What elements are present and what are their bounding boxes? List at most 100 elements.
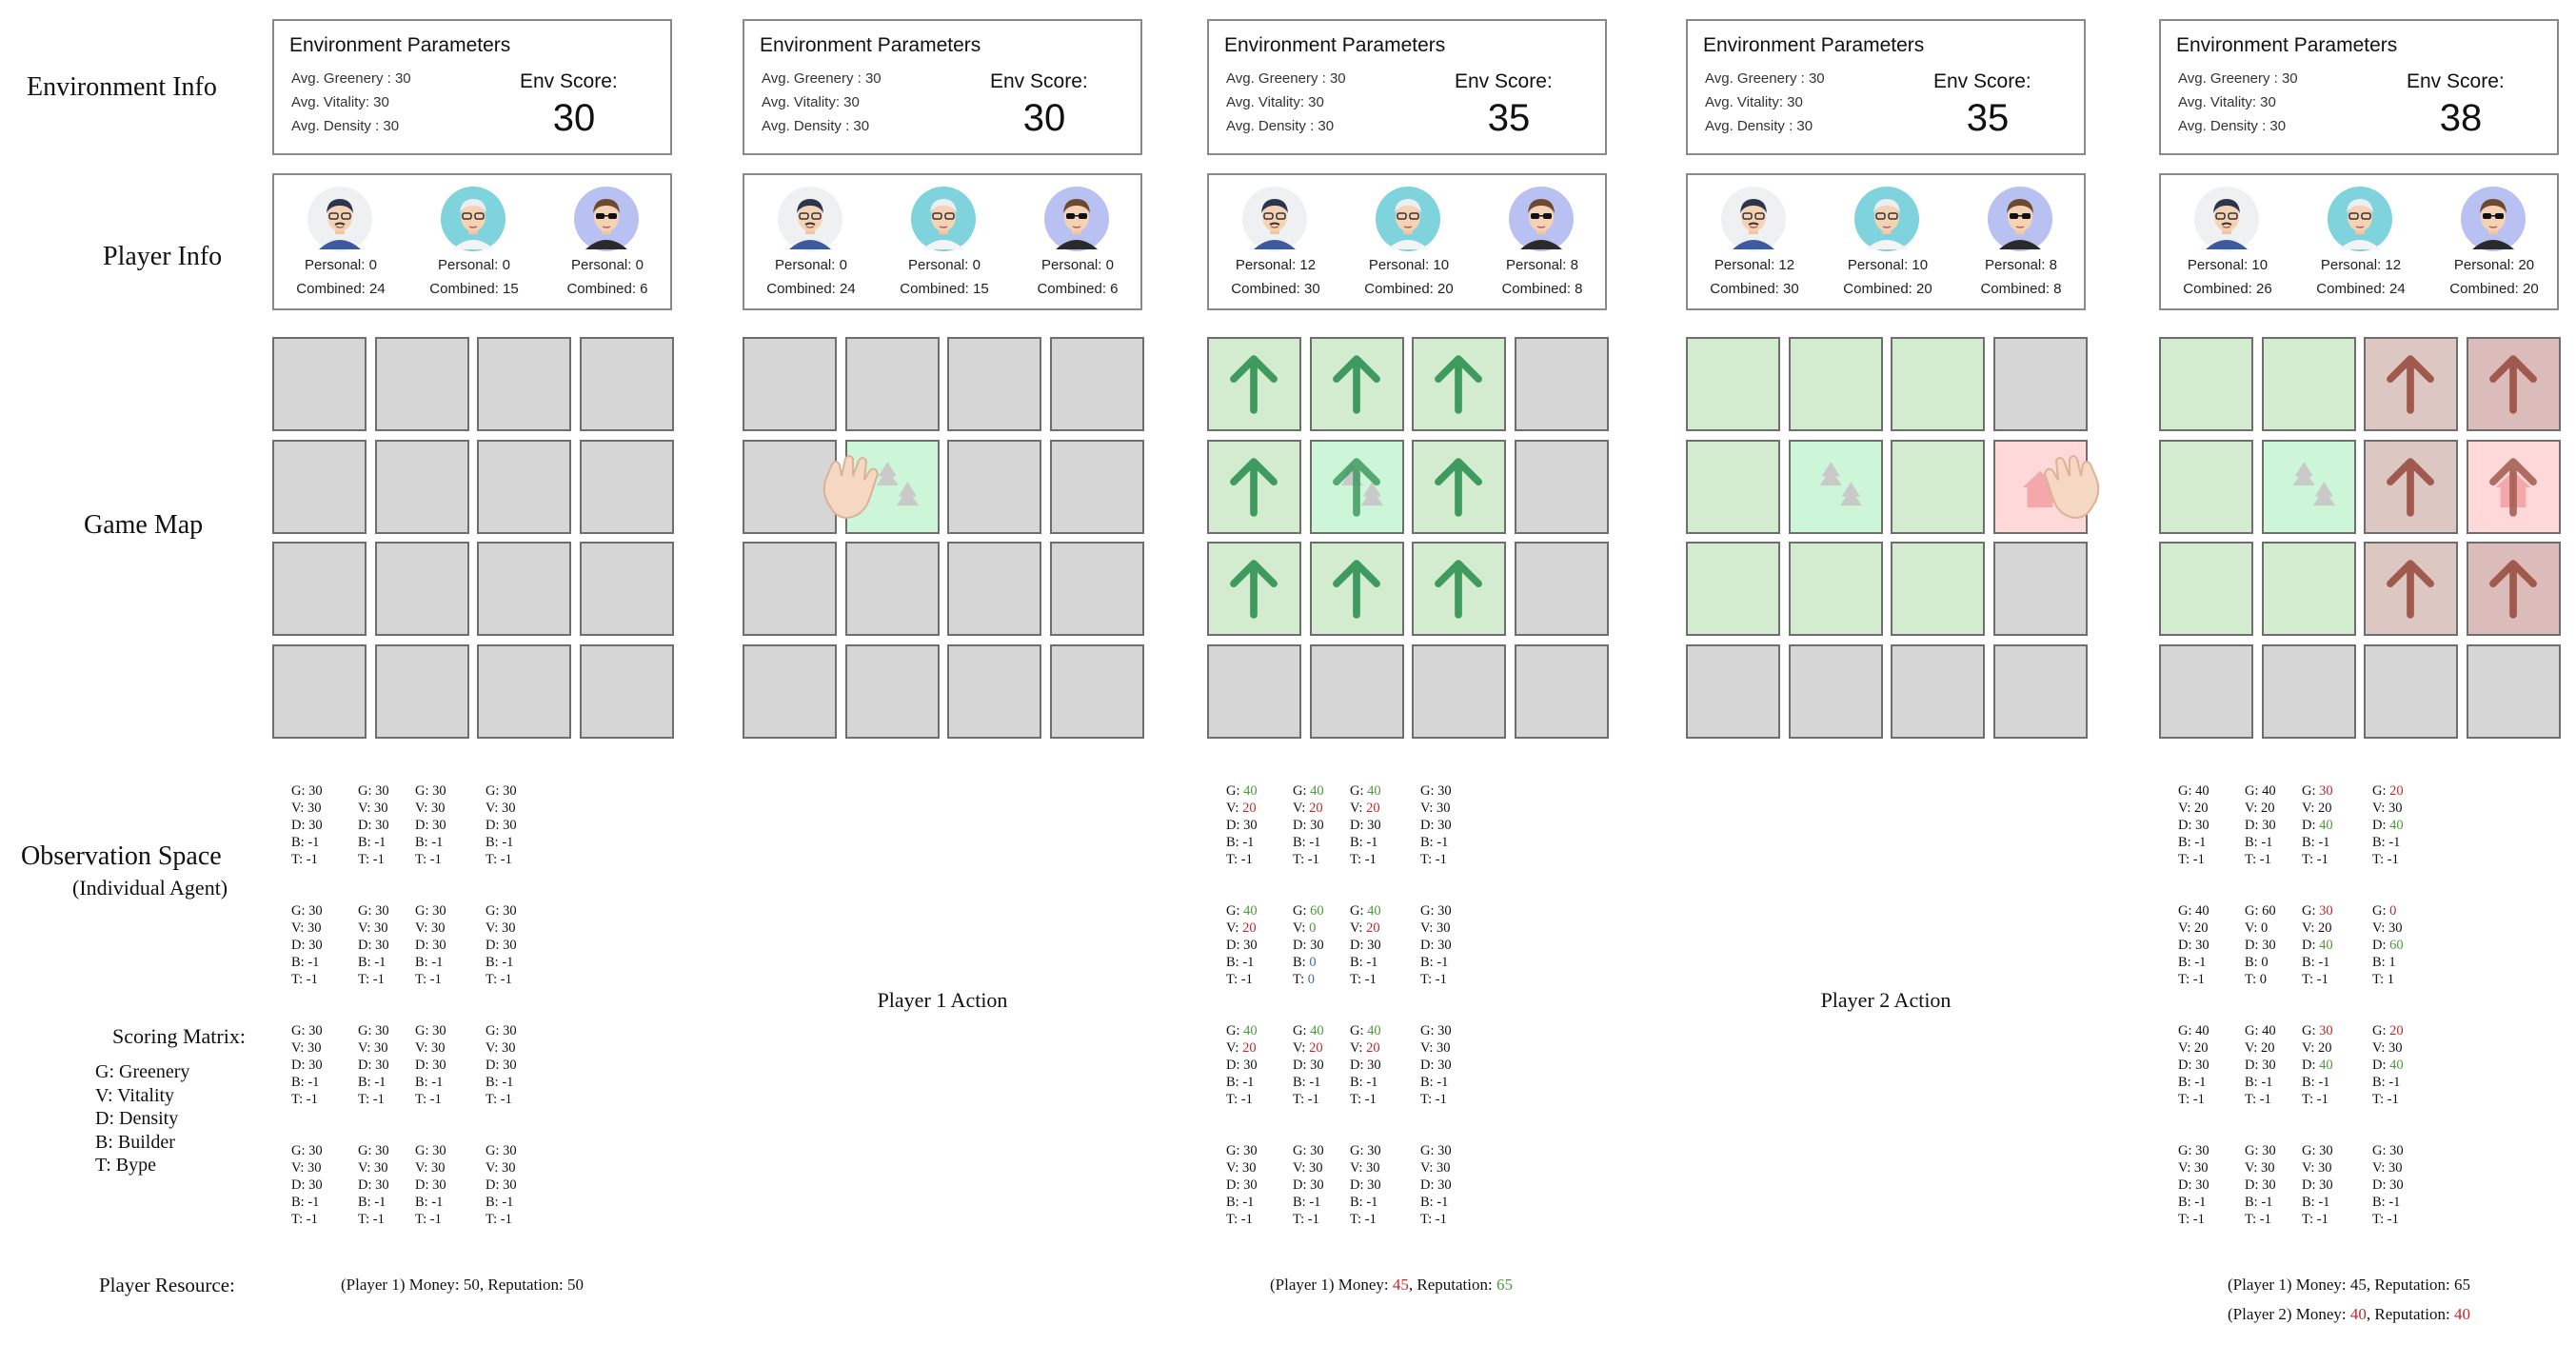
map-cell-grey[interactable] <box>477 337 571 431</box>
map-cell-green[interactable] <box>2261 542 2356 636</box>
map-cell-grey[interactable] <box>844 337 940 431</box>
map-cell-grey[interactable] <box>947 643 1041 739</box>
map-cell-green-up[interactable] <box>1207 439 1301 534</box>
map-cell-grey[interactable] <box>477 439 571 534</box>
map-cell-grey[interactable] <box>272 439 367 534</box>
map-cell-grey[interactable] <box>947 337 1041 431</box>
map-cell-grey[interactable] <box>1788 643 1883 739</box>
map-cell-grey[interactable] <box>2159 643 2253 739</box>
map-cell-green[interactable] <box>1788 337 1883 431</box>
map-cell-grey[interactable] <box>1514 542 1609 636</box>
player-personal-score: Personal: 8 <box>1506 257 1578 273</box>
map-cell-brown-up[interactable] <box>2364 542 2458 636</box>
legend-greenery: G: Greenery <box>95 1061 190 1082</box>
map-cell-grey[interactable] <box>477 542 571 636</box>
map-cell-grey[interactable] <box>374 643 469 739</box>
map-cell-pink-house-up[interactable] <box>2466 439 2561 534</box>
map-cell-green[interactable] <box>1686 439 1780 534</box>
map-cell-green[interactable] <box>1686 542 1780 636</box>
map-cell-grey[interactable] <box>1412 643 1506 739</box>
map-cell-grey[interactable] <box>579 439 674 534</box>
map-cell-grey[interactable] <box>844 643 940 739</box>
map-cell-grey[interactable] <box>1049 542 1144 636</box>
map-cell-grey[interactable] <box>2364 643 2458 739</box>
map-cell-grey[interactable] <box>1992 643 2088 739</box>
map-cell-grey[interactable] <box>1207 643 1301 739</box>
map-cell-grey[interactable] <box>272 337 367 431</box>
map-cell-grey[interactable] <box>1049 643 1144 739</box>
map-cell-brown-up[interactable] <box>2364 337 2458 431</box>
map-cell-grey[interactable] <box>947 542 1041 636</box>
map-cell-grey[interactable] <box>579 643 674 739</box>
map-cell-grey[interactable] <box>2261 643 2356 739</box>
map-cell-green[interactable] <box>1686 337 1780 431</box>
map-cell-grey[interactable] <box>272 542 367 636</box>
map-cell-grey[interactable] <box>374 439 469 534</box>
observation-value: V: 30 <box>2245 1160 2275 1176</box>
map-cell-grey[interactable] <box>1309 643 1404 739</box>
map-cell-green[interactable] <box>2159 439 2253 534</box>
observation-value: D: 30 <box>2178 1177 2209 1193</box>
map-cell-lightgreen-tree[interactable] <box>1788 439 1883 534</box>
map-cell-green-up[interactable] <box>1207 542 1301 636</box>
map-cell-grey[interactable] <box>1514 337 1609 431</box>
map-cell-grey[interactable] <box>743 542 837 636</box>
map-cell-brownred-up[interactable] <box>2466 337 2561 431</box>
observation-value: G: 20 <box>2372 783 2404 799</box>
map-cell-brownred-up[interactable] <box>2466 542 2561 636</box>
map-cell-green[interactable] <box>2159 337 2253 431</box>
observation-value: V: 30 <box>1420 1040 1451 1056</box>
map-cell-lightgreen-tree[interactable] <box>2261 439 2356 534</box>
map-cell-green-up[interactable] <box>1412 337 1506 431</box>
map-cell-grey[interactable] <box>579 542 674 636</box>
map-cell-green[interactable] <box>1891 439 1985 534</box>
map-cell-green[interactable] <box>1891 542 1985 636</box>
map-cell-green-up[interactable] <box>1207 337 1301 431</box>
map-cell-lightgreen-tree-up[interactable] <box>1309 439 1404 534</box>
observation-value: V: 30 <box>415 1160 446 1176</box>
observation-value: T: -1 <box>1293 1212 1319 1227</box>
map-cell-green-up[interactable] <box>1309 542 1404 636</box>
map-cell-grey[interactable] <box>272 643 367 739</box>
map-cell-green[interactable] <box>2159 542 2253 636</box>
observation-value: T: -1 <box>1350 972 1377 987</box>
observation-value: D: 30 <box>415 818 446 833</box>
player-action-label: Player 1 Action <box>877 988 1008 1012</box>
map-cell-grey[interactable] <box>1891 643 1985 739</box>
map-cell-green-up[interactable] <box>1412 439 1506 534</box>
map-cell-grey[interactable] <box>1049 337 1144 431</box>
observation-cell: G: 30 V: 30 D: 30 B: -1 T: -1 <box>358 1142 389 1228</box>
map-cell-grey[interactable] <box>374 542 469 636</box>
map-cell-grey[interactable] <box>1514 439 1609 534</box>
observation-value: V: 30 <box>1350 1160 1380 1176</box>
observation-value: T: -1 <box>1350 1212 1377 1227</box>
map-cell-grey[interactable] <box>947 439 1041 534</box>
map-cell-grey[interactable] <box>743 643 837 739</box>
map-cell-grey[interactable] <box>844 542 940 636</box>
map-cell-grey[interactable] <box>374 337 469 431</box>
map-cell-grey[interactable] <box>1514 643 1609 739</box>
observation-cell: G: 40 V: 20 D: 30 B: -1 T: -1 <box>2178 902 2209 988</box>
observation-value: T: -1 <box>2302 1092 2328 1107</box>
observation-value: B: -1 <box>415 1195 444 1210</box>
map-cell-brown-up[interactable] <box>2364 439 2458 534</box>
observation-value: V: 30 <box>485 1160 516 1176</box>
map-cell-grey[interactable] <box>477 643 571 739</box>
stage-3: Environment Parameters Avg. Greenery : 30… <box>1207 0 1609 1345</box>
observation-value: G: 30 <box>1420 783 1452 799</box>
map-cell-green[interactable] <box>1891 337 1985 431</box>
map-cell-green[interactable] <box>1788 542 1883 636</box>
map-cell-grey[interactable] <box>2466 643 2561 739</box>
map-cell-green-up[interactable] <box>1412 542 1506 636</box>
map-cell-green-up[interactable] <box>1309 337 1404 431</box>
map-cell-grey[interactable] <box>1992 337 2088 431</box>
map-cell-green[interactable] <box>2261 337 2356 431</box>
map-cell-grey[interactable] <box>743 337 837 431</box>
map-cell-grey[interactable] <box>1686 643 1780 739</box>
map-cell-grey[interactable] <box>1049 439 1144 534</box>
player-info-panel: Personal: 0 Combined: 24 Personal: 0 Combi… <box>272 173 672 310</box>
map-cell-grey[interactable] <box>1992 542 2088 636</box>
observation-value: B: -1 <box>1226 835 1255 850</box>
map-cell-grey[interactable] <box>579 337 674 431</box>
stage-5: Environment Parameters Avg. Greenery : 30… <box>2159 0 2561 1345</box>
